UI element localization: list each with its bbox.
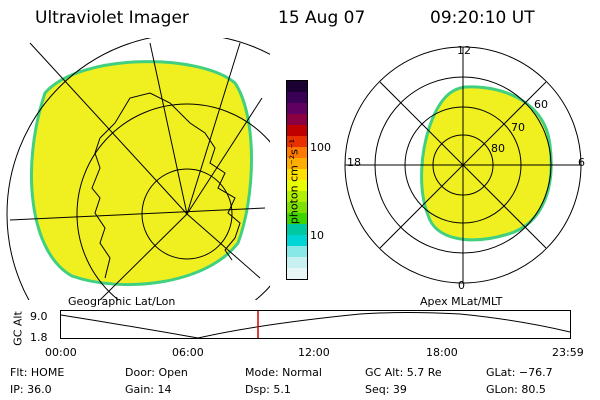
info-gcalt: GC Alt: 5.7 Re — [365, 366, 442, 379]
colorbar-tick-10: 10 — [310, 229, 324, 242]
time-label: 09:20:10 UT — [430, 8, 535, 28]
colorbar-segment — [287, 158, 307, 169]
colorbar-segment — [287, 147, 307, 158]
colorbar-segment — [287, 246, 307, 257]
mlt-6-label: 6 — [578, 156, 585, 169]
colorbar-segment — [287, 224, 307, 235]
altitude-xtick-2359: 23:59 — [552, 346, 584, 359]
colorbar-tick-100: 100 — [310, 141, 331, 154]
altitude-ytick-1-8: 1.8 — [30, 331, 48, 344]
colorbar-segment — [287, 235, 307, 246]
info-mode: Mode: Normal — [245, 366, 322, 379]
colorbar-segment — [287, 257, 307, 268]
mlat-70-label: 70 — [511, 121, 525, 134]
date-label: 15 Aug 07 — [278, 8, 366, 28]
mlt-18-label: 18 — [347, 156, 361, 169]
altitude-xtick-1200: 12:00 — [298, 346, 330, 359]
info-dsp: Dsp: 5.1 — [245, 383, 291, 396]
info-gain: Gain: 14 — [125, 383, 172, 396]
altitude-xtick-0600: 06:00 — [172, 346, 204, 359]
colorbar-unit: photon cm⁻²s⁻¹ — [287, 138, 301, 225]
colorbar-segment — [287, 180, 307, 191]
altitude-ylabel: GC Alt — [11, 311, 25, 346]
image-disk — [30, 60, 253, 286]
colorbar-segment — [287, 114, 307, 125]
mlat-60-label: 60 — [534, 98, 548, 111]
polar-grid — [345, 47, 581, 283]
altitude-xtick-1800: 18:00 — [426, 346, 458, 359]
colorbar-segment — [287, 103, 307, 114]
info-door: Door: Open — [125, 366, 188, 379]
info-glat: GLat: −76.7 — [486, 366, 553, 379]
colorbar-segment — [287, 202, 307, 213]
colorbar-segment — [287, 191, 307, 202]
colorbar-segment — [287, 169, 307, 180]
instrument-title: Ultraviolet Imager — [35, 8, 189, 28]
colorbar-segment — [287, 213, 307, 224]
colorbar-segment — [287, 136, 307, 147]
coastline-west — [91, 137, 111, 279]
colorbar-segment — [287, 81, 307, 92]
mlt-12-label: 12 — [457, 44, 471, 57]
colorbar — [286, 80, 308, 280]
info-flt: Flt: HOME — [10, 366, 65, 379]
info-ip: IP: 36.0 — [10, 383, 52, 396]
geographic-image — [6, 38, 270, 300]
info-seq: Seq: 39 — [365, 383, 407, 396]
colorbar-segment — [287, 92, 307, 103]
altitude-ytick-9: 9.0 — [30, 310, 48, 323]
lat-lon-grid — [6, 38, 270, 300]
altitude-curve — [60, 312, 571, 339]
colorbar-segment — [287, 125, 307, 136]
altitude-xtick-0000: 00:00 — [45, 346, 77, 359]
mlt-0-label: 0 — [458, 279, 465, 292]
altitude-plot — [60, 310, 571, 339]
mlat-80-label: 80 — [491, 142, 505, 155]
coastline — [99, 92, 241, 261]
auroral-oval — [420, 85, 553, 242]
geographic-label: Geographic Lat/Lon — [68, 295, 176, 308]
polar-image — [344, 46, 582, 284]
info-glon: GLon: 80.5 — [486, 383, 546, 396]
apex-label: Apex MLat/MLT — [420, 295, 503, 308]
colorbar-segment — [287, 268, 307, 279]
